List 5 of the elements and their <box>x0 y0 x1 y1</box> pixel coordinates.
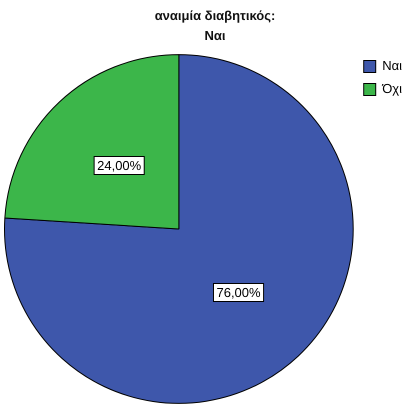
data-label: 76,00% <box>216 285 262 300</box>
chart-title: αναιμία διαβητικός: Ναι <box>154 7 276 45</box>
legend-label: Ναι <box>382 58 402 74</box>
data-label: 24,00% <box>97 158 142 174</box>
legend-label: Όχι <box>381 81 402 96</box>
